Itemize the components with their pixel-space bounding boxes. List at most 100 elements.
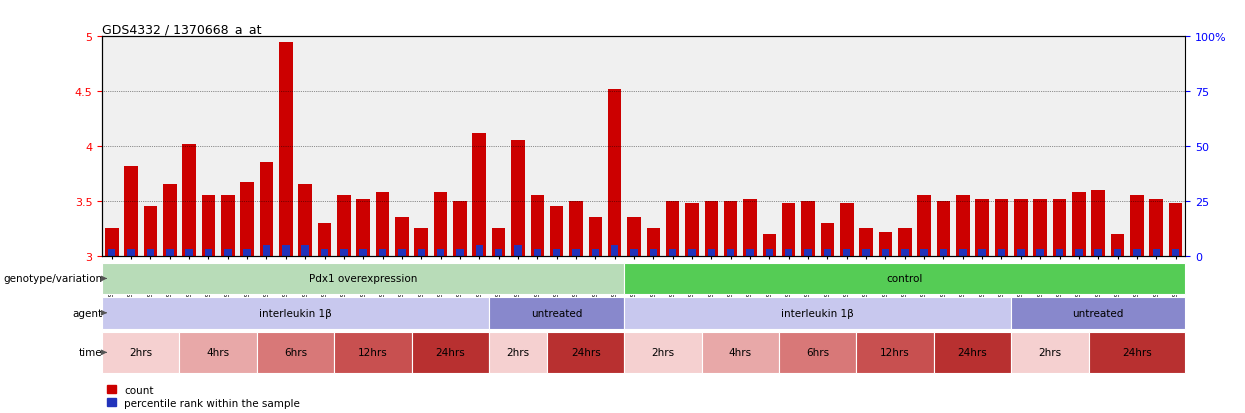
Bar [624, 332, 702, 373]
Bar [124, 166, 138, 256]
Bar [901, 249, 909, 256]
Bar [1033, 199, 1047, 256]
Bar [646, 229, 660, 256]
Bar [186, 249, 193, 256]
Bar [1011, 332, 1088, 373]
Bar [857, 332, 934, 373]
Bar [1094, 249, 1102, 256]
Bar [591, 249, 599, 256]
Bar [1172, 249, 1179, 256]
Bar [1153, 249, 1160, 256]
Text: Pdx1 overexpression: Pdx1 overexpression [309, 274, 417, 284]
Bar [569, 202, 583, 256]
Text: 2hrs: 2hrs [1038, 347, 1062, 358]
Bar [840, 204, 854, 256]
Bar [1076, 249, 1083, 256]
Bar [1017, 249, 1025, 256]
Bar [476, 245, 483, 256]
Text: time: time [78, 347, 102, 358]
Text: untreated: untreated [1072, 308, 1124, 318]
Bar [166, 249, 173, 256]
Bar [727, 249, 735, 256]
Bar [898, 229, 911, 256]
Bar [179, 332, 256, 373]
Bar [611, 245, 619, 256]
Bar [553, 249, 560, 256]
Bar [1114, 249, 1122, 256]
Bar [881, 249, 889, 256]
Bar [995, 199, 1008, 256]
Bar [550, 207, 564, 256]
Bar [534, 249, 542, 256]
Bar [1092, 190, 1106, 256]
Bar [1130, 196, 1144, 256]
Bar [802, 202, 814, 256]
Text: GDS4332 / 1370668_a_at: GDS4332 / 1370668_a_at [102, 23, 261, 36]
Bar [512, 141, 524, 256]
Text: 24hrs: 24hrs [1122, 347, 1152, 358]
Text: 24hrs: 24hrs [957, 347, 987, 358]
Bar [804, 249, 812, 256]
Bar [743, 199, 757, 256]
Bar [356, 199, 370, 256]
Bar [1056, 249, 1063, 256]
Bar [879, 232, 893, 256]
Bar [283, 245, 290, 256]
Bar [378, 249, 386, 256]
Bar [473, 133, 486, 256]
Text: genotype/variation: genotype/variation [2, 274, 102, 284]
Bar [224, 249, 232, 256]
Bar [589, 218, 603, 256]
Bar [437, 249, 444, 256]
Bar [395, 218, 408, 256]
Bar [143, 207, 157, 256]
Bar [669, 249, 676, 256]
Bar [779, 332, 857, 373]
Text: 12hrs: 12hrs [880, 347, 910, 358]
Bar [702, 332, 779, 373]
Text: 4hrs: 4hrs [207, 347, 230, 358]
Bar [102, 263, 624, 294]
Bar [1036, 249, 1043, 256]
Bar [182, 145, 195, 256]
Bar [376, 192, 390, 256]
Bar [997, 249, 1005, 256]
Bar [1053, 199, 1066, 256]
Bar [105, 229, 118, 256]
Bar [1149, 199, 1163, 256]
Bar [1088, 332, 1185, 373]
Bar [863, 249, 870, 256]
Bar [979, 249, 986, 256]
Bar [514, 245, 522, 256]
Bar [489, 332, 547, 373]
Text: 4hrs: 4hrs [728, 347, 752, 358]
Bar [108, 249, 116, 256]
Bar [707, 249, 715, 256]
Bar [547, 332, 624, 373]
Text: 2hrs: 2hrs [129, 347, 152, 358]
Bar [260, 163, 273, 256]
Text: 2hrs: 2hrs [507, 347, 529, 358]
Bar [127, 249, 134, 256]
Bar [934, 332, 1011, 373]
Text: agent: agent [72, 308, 102, 318]
Bar [824, 249, 832, 256]
Text: untreated: untreated [530, 308, 583, 318]
Bar [624, 263, 1185, 294]
Bar [666, 202, 680, 256]
Bar [627, 218, 641, 256]
Text: 2hrs: 2hrs [651, 347, 675, 358]
Bar [102, 297, 489, 329]
Bar [204, 249, 212, 256]
Bar [746, 249, 753, 256]
Bar [147, 249, 154, 256]
Bar [202, 196, 215, 256]
Bar [412, 332, 489, 373]
Bar [301, 245, 309, 256]
Bar [334, 332, 412, 373]
Bar [959, 249, 966, 256]
Bar [530, 196, 544, 256]
Bar [240, 183, 254, 256]
Bar [102, 332, 179, 373]
Bar [256, 332, 334, 373]
